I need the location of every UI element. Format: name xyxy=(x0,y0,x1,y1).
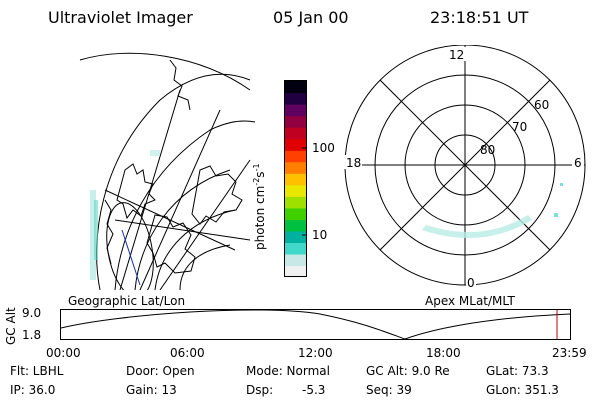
coastline xyxy=(191,165,243,225)
lon-line xyxy=(119,89,181,290)
colorbar-segment xyxy=(285,92,306,105)
info-door: Door: Open xyxy=(126,364,195,378)
mlt-label-bg xyxy=(445,47,467,61)
date-label: 05 Jan 00 xyxy=(273,8,349,27)
info-gain: Gain: 13 xyxy=(126,383,177,397)
colorbar-segment xyxy=(285,127,306,140)
polar-panel-label: Apex MLat/MLT xyxy=(425,294,515,308)
mlt-label-bg xyxy=(572,155,584,169)
colorbar-segment xyxy=(285,184,306,197)
instrument-title: Ultraviolet Imager xyxy=(48,8,193,27)
info-dsp-value: -5.3 xyxy=(302,383,326,397)
time-label: 23:18:51 UT xyxy=(430,8,529,27)
colorbar-segment xyxy=(285,219,306,232)
aurora-emission xyxy=(90,150,160,280)
info-dsp-label: Dsp: xyxy=(246,383,274,397)
lat-label-70: 70 xyxy=(512,120,527,134)
altitude-timeline xyxy=(60,309,571,340)
mlt-label-18: 18 xyxy=(346,156,361,170)
lat-line xyxy=(134,169,231,290)
info-ip: IP: 36.0 xyxy=(10,383,56,397)
mlt-label-bg xyxy=(466,275,476,289)
info-filter: Flt: LBHL xyxy=(10,364,64,378)
timeline-frame xyxy=(60,309,571,340)
colorbar-segment xyxy=(285,81,306,94)
colorbar-tick-10: 10 xyxy=(312,228,328,242)
colorbar-segment xyxy=(285,207,306,220)
colorbar-segment xyxy=(285,115,306,128)
colorbar-segment xyxy=(285,161,306,174)
colorbar-frame xyxy=(284,80,307,277)
lon-line xyxy=(159,159,251,290)
time-tick-1200: 12:00 xyxy=(298,346,333,360)
geographic-map xyxy=(79,52,256,290)
polar-aurora xyxy=(422,183,563,238)
lat-label-80: 80 xyxy=(480,143,495,157)
colorbar-unit-label: photon cm-2s-1 xyxy=(252,163,267,250)
info-glat: GLat: 73.3 xyxy=(486,364,549,378)
lon-line xyxy=(114,219,251,241)
colorbar-segment xyxy=(285,196,306,209)
altitude-curve xyxy=(60,309,571,340)
geo-panel-label: Geographic Lat/Lon xyxy=(68,294,186,308)
lat-label-60: 60 xyxy=(534,98,549,112)
colorbar-segment xyxy=(285,230,306,244)
gc-alt-tick-1-8: 1.8 xyxy=(22,328,42,342)
lon-line xyxy=(139,109,221,290)
polar-meridian xyxy=(379,79,551,251)
colorbar-segment xyxy=(285,150,306,163)
info-seq: Seq: 39 xyxy=(366,383,412,397)
time-tick-0000: 00:00 xyxy=(46,346,81,360)
lat-line xyxy=(154,209,236,290)
mlt-label-0: 0 xyxy=(467,276,475,290)
mlt-label-12: 12 xyxy=(449,48,464,62)
mlt-label-bg xyxy=(344,155,362,169)
info-glon: GLon: 351.3 xyxy=(486,383,559,397)
coastline xyxy=(169,59,191,111)
lat-line xyxy=(179,244,231,290)
colorbar-segment xyxy=(285,104,306,117)
colorbar-segment xyxy=(285,242,306,255)
gc-alt-axis-label: GC Alt xyxy=(4,307,18,345)
coastline xyxy=(104,199,114,265)
time-tick-0600: 06:00 xyxy=(170,346,205,360)
time-tick-1800: 18:00 xyxy=(426,346,461,360)
lon-line xyxy=(104,189,236,251)
colorbar-segment xyxy=(285,173,306,186)
lat-line xyxy=(114,120,256,290)
colorbar-segment xyxy=(285,265,306,278)
gc-alt-tick-9: 9.0 xyxy=(22,306,42,320)
lat-line xyxy=(79,52,251,91)
colorbar-segment xyxy=(285,253,306,267)
colorbar-segment xyxy=(285,138,306,151)
polar-plot: 12 18 6 0 60 70 80 xyxy=(344,45,586,290)
info-gc-alt: GC Alt: 9.0 Re xyxy=(366,364,450,378)
info-mode: Mode: Normal xyxy=(246,364,330,378)
time-tick-2359: 23:59 xyxy=(552,346,587,360)
coastline xyxy=(146,214,196,274)
colorbar xyxy=(284,80,307,278)
colorbar-tick-100: 100 xyxy=(312,141,335,155)
mlt-label-6: 6 xyxy=(574,156,582,170)
coastline xyxy=(116,163,156,220)
satellite-track xyxy=(121,229,141,286)
